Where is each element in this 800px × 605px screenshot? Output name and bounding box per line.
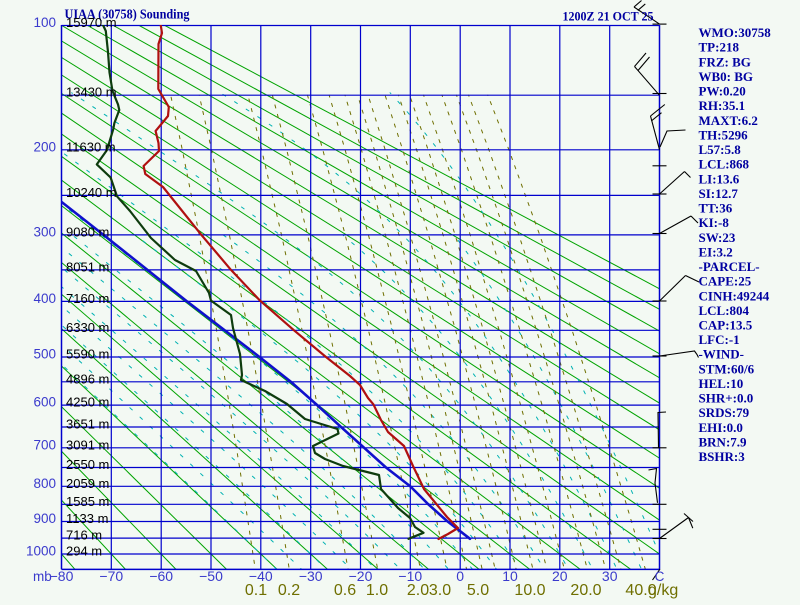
svg-text:1.0: 1.0: [366, 582, 388, 599]
svg-text:SHR+:0.0: SHR+:0.0: [699, 391, 754, 406]
svg-text:1000: 1000: [26, 544, 56, 559]
svg-text:TP:218: TP:218: [699, 40, 740, 55]
svg-text:STM:60/6: STM:60/6: [699, 361, 755, 376]
svg-text:10240 m: 10240 m: [66, 185, 117, 200]
svg-text:TH:5296: TH:5296: [699, 127, 749, 142]
svg-text:BSHR:3: BSHR:3: [699, 449, 746, 464]
svg-text:EHI:0.0: EHI:0.0: [699, 420, 743, 435]
svg-text:g/kg: g/kg: [648, 582, 678, 599]
svg-text:20: 20: [552, 568, 568, 584]
svg-text:0.2: 0.2: [278, 582, 300, 599]
svg-text:L57:5.8: L57:5.8: [699, 142, 742, 157]
svg-text:294 m: 294 m: [66, 544, 102, 559]
svg-text:1200Z 21 OCT 25: 1200Z 21 OCT 25: [563, 8, 654, 23]
svg-text:600: 600: [33, 395, 56, 410]
svg-text:−60: −60: [149, 568, 173, 584]
svg-text:0: 0: [456, 568, 464, 584]
svg-text:LI:13.6: LI:13.6: [699, 171, 740, 186]
svg-text:−70: −70: [99, 568, 123, 584]
svg-text:5590 m: 5590 m: [66, 347, 109, 362]
svg-text:900: 900: [33, 511, 56, 526]
svg-text:800: 800: [33, 476, 56, 491]
svg-text:RH:35.1: RH:35.1: [699, 98, 746, 113]
svg-text:FRZ: BG: FRZ: BG: [699, 54, 751, 69]
svg-text:500: 500: [33, 347, 56, 362]
svg-text:CAP:13.5: CAP:13.5: [699, 318, 753, 333]
svg-text:SI:12.7: SI:12.7: [699, 186, 739, 201]
svg-text:−30: −30: [299, 568, 323, 584]
svg-text:11630 m: 11630 m: [66, 139, 116, 154]
svg-text:400: 400: [33, 291, 56, 306]
svg-text:−50: −50: [199, 568, 223, 584]
svg-text:13430 m: 13430 m: [66, 85, 117, 100]
svg-text:HEL:10: HEL:10: [699, 376, 744, 391]
svg-text:200: 200: [33, 139, 56, 154]
svg-text:6330 m: 6330 m: [66, 320, 109, 335]
svg-text:5.0: 5.0: [467, 582, 489, 599]
svg-text:LFC:-1: LFC:-1: [699, 332, 740, 347]
svg-text:9080 m: 9080 m: [66, 224, 109, 239]
svg-text:-WIND-: -WIND-: [699, 347, 745, 362]
svg-text:LCL:804: LCL:804: [699, 303, 750, 318]
svg-text:TT:36: TT:36: [699, 201, 733, 216]
svg-text:4250 m: 4250 m: [66, 395, 109, 410]
svg-text:CINH:49244: CINH:49244: [699, 288, 770, 303]
svg-text:10.0: 10.0: [514, 582, 545, 599]
svg-text:7160 m: 7160 m: [66, 291, 109, 306]
svg-text:3651 m: 3651 m: [66, 417, 109, 432]
svg-text:716 m: 716 m: [66, 528, 102, 543]
svg-text:MAXT:6.2: MAXT:6.2: [699, 113, 758, 128]
svg-text:CAPE:25: CAPE:25: [699, 274, 752, 289]
svg-text:WB0: BG: WB0: BG: [699, 69, 754, 84]
svg-text:100: 100: [33, 15, 56, 30]
svg-text:0.1: 0.1: [245, 582, 267, 599]
svg-text:2550 m: 2550 m: [66, 457, 109, 472]
svg-text:3.0: 3.0: [429, 582, 451, 599]
svg-text:2.0: 2.0: [407, 582, 429, 599]
svg-text:15970 m: 15970 m: [66, 15, 117, 30]
svg-text:EI:3.2: EI:3.2: [699, 244, 733, 259]
svg-text:20.0: 20.0: [570, 582, 601, 599]
svg-text:1585 m: 1585 m: [66, 494, 109, 509]
svg-text:LCL:868: LCL:868: [699, 157, 750, 172]
svg-text:SRDS:79: SRDS:79: [699, 405, 750, 420]
svg-text:BRN:7.9: BRN:7.9: [699, 435, 748, 450]
svg-text:2059 m: 2059 m: [66, 476, 109, 491]
svg-text:30: 30: [602, 568, 618, 584]
svg-text:0.6: 0.6: [334, 582, 356, 599]
svg-text:1133 m: 1133 m: [66, 511, 108, 526]
svg-text:4896 m: 4896 m: [66, 371, 109, 386]
svg-text:-PARCEL-: -PARCEL-: [699, 259, 760, 274]
svg-text:WMO:30758: WMO:30758: [699, 25, 772, 40]
svg-text:700: 700: [33, 437, 56, 452]
svg-text:300: 300: [33, 224, 56, 239]
svg-text:−80: −80: [50, 568, 74, 584]
svg-text:SW:23: SW:23: [699, 230, 736, 245]
svg-text:8051 m: 8051 m: [66, 259, 109, 274]
svg-text:KI:-8: KI:-8: [699, 215, 730, 230]
svg-text:3091 m: 3091 m: [66, 437, 109, 452]
svg-text:PW:0.20: PW:0.20: [699, 84, 746, 99]
